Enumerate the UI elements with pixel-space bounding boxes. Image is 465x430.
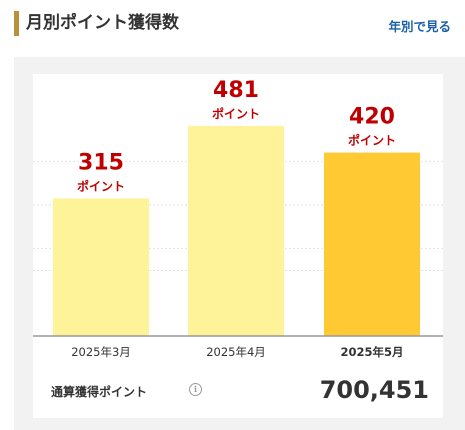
page-header: 月別ポイント獲得数 年別で見る — [0, 0, 465, 52]
total-points-value: 700,451 — [319, 376, 429, 404]
title-accent-bar — [14, 11, 19, 36]
bar-1 — [53, 198, 149, 336]
data-label-value-2: 481 — [213, 78, 259, 103]
data-label-unit-2: ポイント — [212, 106, 260, 121]
page-title: 月別ポイント獲得数 — [26, 13, 179, 33]
data-label-value-3: 420 — [349, 105, 395, 130]
bar-3 — [324, 152, 420, 336]
info-icon[interactable]: i — [189, 383, 202, 396]
x-tick-label-3: 2025年5月 — [340, 345, 403, 359]
x-tick-label-2: 2025年4月 — [206, 345, 266, 359]
data-label-value-1: 315 — [78, 150, 124, 175]
monthly-points-chart: 315 ポイント 2025年3月 481 ポイント 2025年4月 420 ポイント 2025年… — [33, 74, 443, 368]
data-label-unit-1: ポイント — [77, 178, 125, 193]
total-points-label: 通算獲得ポイント — [51, 385, 148, 399]
yearly-view-link[interactable]: 年別で見る — [388, 19, 451, 34]
x-tick-label-1: 2025年3月 — [71, 345, 131, 359]
total-points-card: 通算獲得ポイント i 700,451 — [33, 368, 443, 418]
bar-2 — [188, 125, 284, 336]
bar-chart-svg: 315 ポイント 2025年3月 481 ポイント 2025年4月 420 ポイント 2025年… — [33, 78, 443, 359]
data-label-unit-3: ポイント — [348, 133, 396, 148]
